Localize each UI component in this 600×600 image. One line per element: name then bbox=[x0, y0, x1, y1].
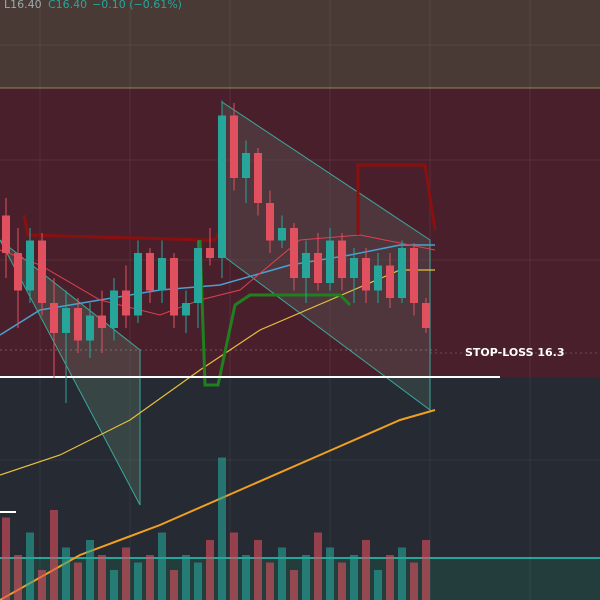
volume-bar bbox=[386, 555, 394, 600]
volume-bar bbox=[74, 562, 82, 600]
candle-body bbox=[146, 253, 154, 291]
volume-bar bbox=[362, 540, 370, 600]
volume-bar bbox=[422, 540, 430, 600]
volume-bar bbox=[278, 547, 286, 600]
candle-body bbox=[290, 228, 298, 278]
volume-bar bbox=[230, 532, 238, 600]
volume-bar bbox=[170, 570, 178, 600]
volume-bar bbox=[302, 555, 310, 600]
stop-line bbox=[22, 214, 222, 242]
candle-body bbox=[242, 153, 250, 178]
candles bbox=[2, 100, 430, 600]
candle-body bbox=[386, 265, 394, 298]
candle-body bbox=[170, 258, 178, 316]
volume-bar bbox=[62, 547, 70, 600]
low-text: L16.40 bbox=[4, 0, 42, 11]
candle-body bbox=[278, 228, 286, 241]
volume-bar bbox=[146, 555, 154, 600]
candle-body bbox=[326, 240, 334, 283]
candle-body bbox=[362, 258, 370, 291]
candle-body bbox=[374, 265, 382, 291]
volume-bar bbox=[158, 532, 166, 600]
volume-bar bbox=[110, 570, 118, 600]
volume-bar bbox=[50, 510, 58, 600]
candle-body bbox=[158, 258, 166, 291]
volume-bar bbox=[350, 555, 358, 600]
candle-body bbox=[182, 303, 190, 316]
stop-loss-label: STOP-LOSS 16.3 bbox=[465, 346, 565, 359]
candle-body bbox=[254, 153, 262, 203]
candle-body bbox=[314, 253, 322, 283]
volume-bar bbox=[26, 532, 34, 600]
volume-bar bbox=[98, 555, 106, 600]
candle-body bbox=[338, 240, 346, 278]
candle-body bbox=[266, 203, 274, 241]
candle-body bbox=[74, 308, 82, 341]
candle-body bbox=[410, 248, 418, 303]
volume-bar bbox=[218, 457, 226, 600]
candle-body bbox=[218, 115, 226, 258]
candle-body bbox=[62, 308, 70, 333]
volume-bar bbox=[374, 570, 382, 600]
volume-bar bbox=[122, 547, 130, 600]
candle-body bbox=[302, 253, 310, 278]
trail-line bbox=[198, 239, 352, 387]
wedge bbox=[0, 239, 141, 506]
moving-average bbox=[0, 244, 435, 336]
volume-bar bbox=[38, 570, 46, 600]
candle-body bbox=[26, 240, 34, 291]
candle-body bbox=[14, 253, 22, 291]
volume-bar bbox=[326, 547, 334, 600]
candle-body bbox=[110, 290, 118, 328]
volume-bar bbox=[290, 570, 298, 600]
change-text: −0.10 (−0.61%) bbox=[92, 0, 182, 11]
volume-bar bbox=[254, 540, 262, 600]
volume-bar bbox=[410, 562, 418, 600]
candle-body bbox=[230, 115, 238, 178]
candle-body bbox=[122, 290, 130, 316]
volume-bar bbox=[14, 555, 22, 600]
volume-bar bbox=[2, 517, 10, 600]
close-text: C16.40 bbox=[48, 0, 87, 11]
volume-bar bbox=[314, 532, 322, 600]
candle-body bbox=[134, 253, 142, 316]
volume-bar bbox=[398, 547, 406, 600]
volume-bar bbox=[338, 562, 346, 600]
volume-bar bbox=[182, 555, 190, 600]
upper-zone bbox=[0, 0, 600, 88]
volume-bar bbox=[242, 555, 250, 600]
resistance-zone bbox=[0, 88, 600, 377]
volume-bar bbox=[86, 540, 94, 600]
candle-body bbox=[2, 215, 10, 253]
candle-body bbox=[98, 315, 106, 328]
moving-average bbox=[0, 409, 436, 600]
candle-body bbox=[206, 248, 214, 258]
volume-bar bbox=[194, 562, 202, 600]
candle-body bbox=[398, 248, 406, 298]
candle-body bbox=[194, 248, 202, 303]
candle-body bbox=[38, 240, 46, 303]
volume-bar bbox=[134, 562, 142, 600]
candle-body bbox=[86, 315, 94, 341]
stop-line bbox=[356, 163, 437, 235]
candle-body bbox=[422, 303, 430, 328]
candle-body bbox=[50, 303, 58, 333]
candle-body bbox=[350, 258, 358, 278]
volume-bar bbox=[206, 540, 214, 600]
volume-bar bbox=[266, 562, 274, 600]
